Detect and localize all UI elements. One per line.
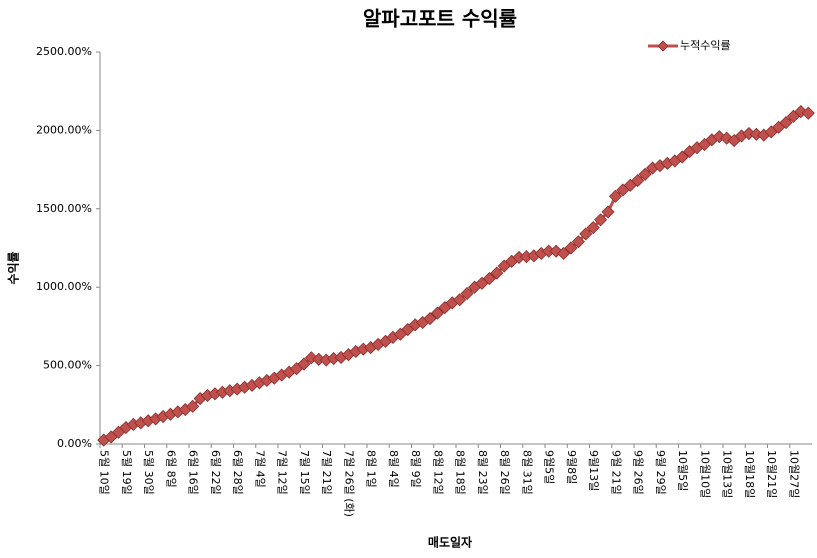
marker: [779, 115, 793, 130]
x-tick-label: 8월 1일: [365, 450, 379, 488]
x-tick-label: 9월 26일: [632, 450, 646, 495]
x-tick-label: 9월5일: [543, 450, 557, 484]
marker: [631, 174, 645, 188]
x-tick-label: 10월5일: [676, 450, 690, 491]
y-tick-label: 500.00%: [43, 359, 92, 372]
x-tick-label: 8월 9일: [409, 450, 423, 488]
marker: [675, 150, 689, 164]
y-tick-label: 2000.00%: [36, 123, 92, 136]
legend-marker: [657, 40, 669, 52]
y-tick-label: 2500.00%: [36, 45, 92, 58]
marker: [571, 235, 585, 249]
x-tick-label: 8월 23일: [476, 450, 490, 495]
y-tick-label: 0.00%: [57, 437, 92, 450]
marker: [186, 399, 200, 413]
x-tick-label: 5월 19일: [120, 450, 134, 495]
x-tick-label: 6월 22일: [209, 450, 223, 495]
marker: [453, 293, 467, 307]
x-tick-label: 7월 4일: [253, 450, 267, 488]
marker: [460, 286, 474, 301]
x-tick-label: 8월 18일: [454, 450, 468, 495]
x-tick-label: 8월 31일: [520, 450, 534, 495]
x-tick-label: 7월 21일: [320, 450, 334, 495]
marker: [556, 246, 571, 261]
x-tick-label: 9월 29일: [654, 450, 668, 495]
x-tick-label: 7월 15일: [298, 450, 312, 495]
chart-title: 알파고포트 수익률: [363, 7, 517, 31]
x-axis-title: 매도일자: [428, 535, 472, 550]
marker: [549, 244, 563, 258]
marker: [490, 266, 504, 280]
marker: [586, 221, 600, 235]
x-tick-label: 9월8일: [565, 450, 579, 484]
x-tick-label: 9월 21일: [609, 450, 623, 495]
y-tick-label: 1000.00%: [36, 280, 92, 293]
x-tick-label: 7월 12일: [276, 450, 290, 495]
x-tick-label: 10월13일: [721, 450, 735, 498]
legend-label: 누적수익률: [680, 39, 731, 52]
marker: [601, 205, 615, 219]
y-tick-label: 1500.00%: [36, 202, 92, 215]
marker: [712, 130, 726, 144]
x-tick-label: 6월 16일: [187, 450, 201, 495]
marker: [482, 272, 496, 286]
x-tick-label: 8월 12일: [431, 450, 445, 495]
x-tick-label: 5월 10일: [98, 450, 112, 495]
x-tick-label: 7월 26일 (화): [342, 450, 356, 517]
x-tick-label: 8월 4일: [387, 450, 401, 488]
x-tick-label: 10월18일: [743, 450, 757, 498]
x-tick-label: 10월21일: [765, 450, 779, 498]
marker: [430, 306, 445, 320]
y-axis-title: 수익률: [7, 251, 21, 284]
marker: [297, 357, 311, 371]
x-tick-label: 6월 8일: [164, 450, 178, 488]
x-tick-label: 10월27일: [787, 450, 801, 498]
marker: [801, 106, 815, 120]
marker: [564, 241, 578, 255]
marker: [579, 227, 593, 241]
x-tick-label: 10월10일: [698, 450, 712, 498]
x-tick-label: 9월13일: [587, 450, 601, 491]
x-tick-label: 5월 30일: [142, 450, 156, 495]
marker: [608, 189, 623, 203]
x-tick-label: 8월 26일: [498, 450, 512, 495]
marker: [423, 311, 437, 326]
marker: [594, 213, 608, 227]
marker: [638, 167, 652, 181]
x-tick-label: 6월 28일: [231, 450, 245, 495]
